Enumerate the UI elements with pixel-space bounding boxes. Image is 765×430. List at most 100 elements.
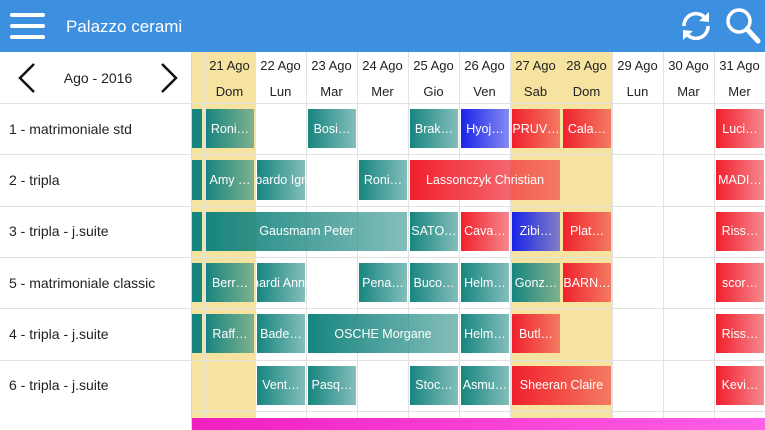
grid-line: [459, 52, 460, 418]
month-label: Ago - 2016: [63, 70, 133, 86]
room-name: 6 - tripla - j.suite: [9, 377, 109, 394]
booking[interactable]: MADI…: [716, 160, 764, 200]
booking[interactable]: scor…: [716, 262, 764, 303]
booking[interactable]: Bernardi Annarita: [257, 262, 305, 303]
weekday-label: Ven: [473, 84, 496, 99]
prev-month[interactable]: [16, 62, 40, 94]
day-label: 25 Ago: [413, 58, 454, 73]
booking[interactable]: Plat…: [563, 211, 611, 251]
grid-line: [408, 52, 409, 418]
day-label: 21 Ago: [209, 58, 250, 73]
weekday-label: Dom: [572, 84, 601, 99]
day-label: 31 Ago: [719, 58, 760, 73]
room-line: [0, 103, 192, 104]
booking[interactable]: Buco…: [410, 262, 458, 303]
booking[interactable]: Cava…: [461, 211, 509, 251]
booking[interactable]: BARN…: [563, 262, 611, 303]
room-line: [0, 359, 192, 361]
row-line: [192, 410, 765, 412]
booking[interactable]: Pena…: [359, 262, 407, 303]
booking[interactable]: Helm…: [461, 314, 509, 354]
booking[interactable]: Butl…: [512, 314, 560, 354]
booking[interactable]: Sheeran Claire: [512, 365, 611, 405]
room-line: [0, 205, 192, 207]
weekday-label: Lun: [269, 84, 292, 99]
booking[interactable]: Riss…: [716, 314, 764, 354]
day-label: 24 Ago: [362, 58, 403, 73]
booking[interactable]: Brak…: [410, 109, 458, 149]
booking[interactable]: Stoc…: [410, 365, 458, 405]
booking[interactable]: Lassonczyk Christian: [410, 160, 560, 200]
booking-continued: [192, 262, 202, 303]
room-name: 4 - tripla - j.suite: [9, 325, 109, 342]
refresh-button[interactable]: [678, 8, 714, 44]
booking-continued: [192, 109, 202, 149]
booking[interactable]: Gausmann Peter: [206, 211, 407, 251]
row-line: [192, 205, 765, 207]
booking-continued: [192, 314, 202, 354]
weekday-label: Dom: [215, 84, 244, 99]
booking[interactable]: Kevi…: [716, 365, 764, 405]
app-title: Palazzo cerami: [66, 17, 183, 36]
room-line: [0, 256, 192, 258]
grid-line: [663, 52, 664, 418]
booking[interactable]: Gonz…: [512, 262, 560, 303]
booking[interactable]: Cala…: [563, 109, 611, 149]
booking[interactable]: Hyoj…: [461, 109, 509, 149]
booking[interactable]: Bosi…: [308, 109, 356, 149]
day-label: 22 Ago: [260, 58, 301, 73]
row-line: [192, 154, 765, 156]
next-month[interactable]: [156, 62, 180, 94]
room-line: [0, 154, 192, 156]
booking-continued: [192, 211, 202, 251]
row-line: [192, 256, 765, 258]
row-line: [192, 359, 765, 361]
booking[interactable]: PRUV…: [512, 109, 560, 149]
room-name: 2 - tripla: [9, 171, 60, 188]
day-label: 26 Ago: [464, 58, 505, 73]
booking-continued: [192, 160, 202, 200]
bottom-bar: [192, 418, 765, 430]
weekday-label: Mer: [371, 84, 394, 99]
weekday-label: Mar: [320, 84, 343, 99]
room-line: [0, 308, 192, 310]
menu-button[interactable]: [10, 12, 46, 40]
booking[interactable]: Riss…: [716, 211, 764, 251]
top-bar: Palazzo cerami: [0, 0, 765, 52]
grid-line: [510, 52, 511, 418]
booking[interactable]: Lombardo Ignazio: [257, 160, 305, 200]
day-label: 30 Ago: [668, 58, 709, 73]
booking[interactable]: Helm…: [461, 262, 509, 303]
grid-line: [612, 52, 613, 418]
booking[interactable]: Roni…: [206, 109, 254, 149]
booking[interactable]: Pasq…: [308, 365, 356, 405]
room-name: 3 - tripla - j.suite: [9, 223, 109, 240]
weekday-label: Lun: [626, 84, 649, 99]
booking[interactable]: Raff…: [206, 314, 254, 354]
day-label: 29 Ago: [617, 58, 658, 73]
booking[interactable]: SATO…: [410, 211, 458, 251]
search-button[interactable]: [724, 6, 762, 46]
day-label: 28 Ago: [566, 58, 607, 73]
booking[interactable]: Bade…: [257, 314, 305, 354]
booking[interactable]: Amy …: [206, 160, 254, 200]
booking[interactable]: Berr…: [206, 262, 254, 303]
booking[interactable]: Vent…: [257, 365, 305, 405]
booking[interactable]: Zibi…: [512, 211, 560, 251]
booking[interactable]: OSCHE Morgane: [308, 314, 458, 354]
weekday-label: Mer: [728, 84, 751, 99]
row-line: [192, 308, 765, 310]
booking[interactable]: Asmu…: [461, 365, 509, 405]
grid-line: [714, 52, 715, 418]
row-line: [192, 103, 765, 104]
room-name: 5 - matrimoniale classic: [9, 274, 156, 291]
day-label: 23 Ago: [311, 58, 352, 73]
weekday-label: Gio: [423, 84, 444, 99]
room-name: 1 - matrimoniale std: [9, 120, 132, 137]
room-column: Ago - 2016 1 - matrimoniale std 2 - tripl…: [0, 52, 192, 430]
weekday-label: Mar: [677, 84, 700, 99]
booking[interactable]: Luci…: [716, 109, 764, 149]
day-label: 27 Ago: [515, 58, 556, 73]
booking[interactable]: Roni…: [359, 160, 407, 200]
